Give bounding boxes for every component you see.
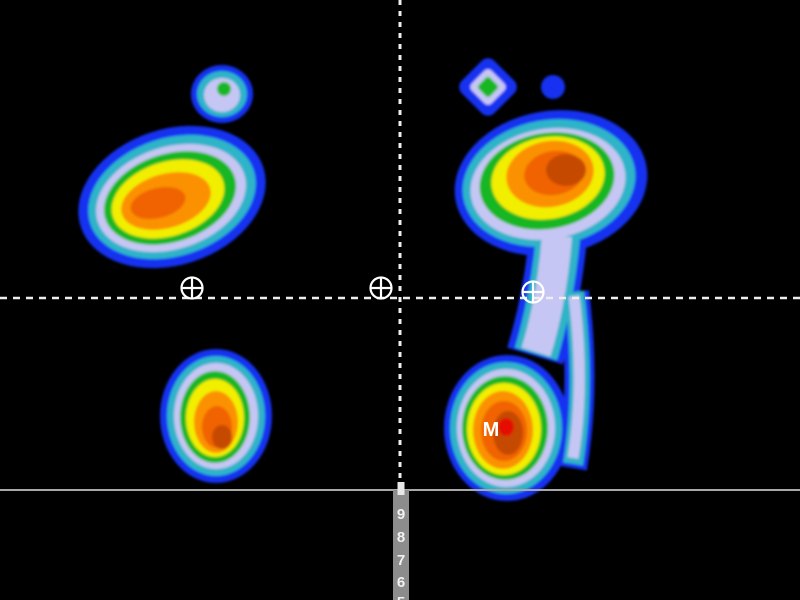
right-forefoot-core-dark [546, 154, 586, 186]
scale-scrollbar[interactable] [393, 490, 409, 600]
right-toe-blob-green [477, 76, 499, 98]
pressure-layer-red [498, 418, 514, 436]
left-heel-core-dark [212, 425, 232, 449]
crosshair-markers [180, 276, 545, 304]
crosshair-target-icon-center[interactable] [369, 276, 393, 300]
left-forefoot-core-deep-orange [130, 186, 186, 220]
scale-number-8: 8 [397, 529, 405, 546]
left-toe-blob-green [217, 82, 231, 96]
heatmap-layers [78, 58, 648, 501]
scale-number-6: 6 [397, 574, 405, 591]
crosshair-target-icon-right[interactable] [521, 280, 545, 304]
scale-number-7: 7 [397, 552, 405, 569]
scale-number-9: 9 [397, 506, 405, 523]
heel-marker-label: M [483, 419, 500, 441]
scrollbar-tick[interactable] [397, 482, 405, 495]
scale-number-5: 5 [397, 594, 405, 600]
right-second-toe-dot-blue [541, 75, 565, 99]
right-midfoot-branch-lavender [567, 295, 585, 459]
right-heel-peak-red [498, 418, 514, 436]
crosshair-target-icon-left[interactable] [180, 276, 204, 300]
scale-numbers: 9 8 7 6 5 [397, 506, 405, 600]
